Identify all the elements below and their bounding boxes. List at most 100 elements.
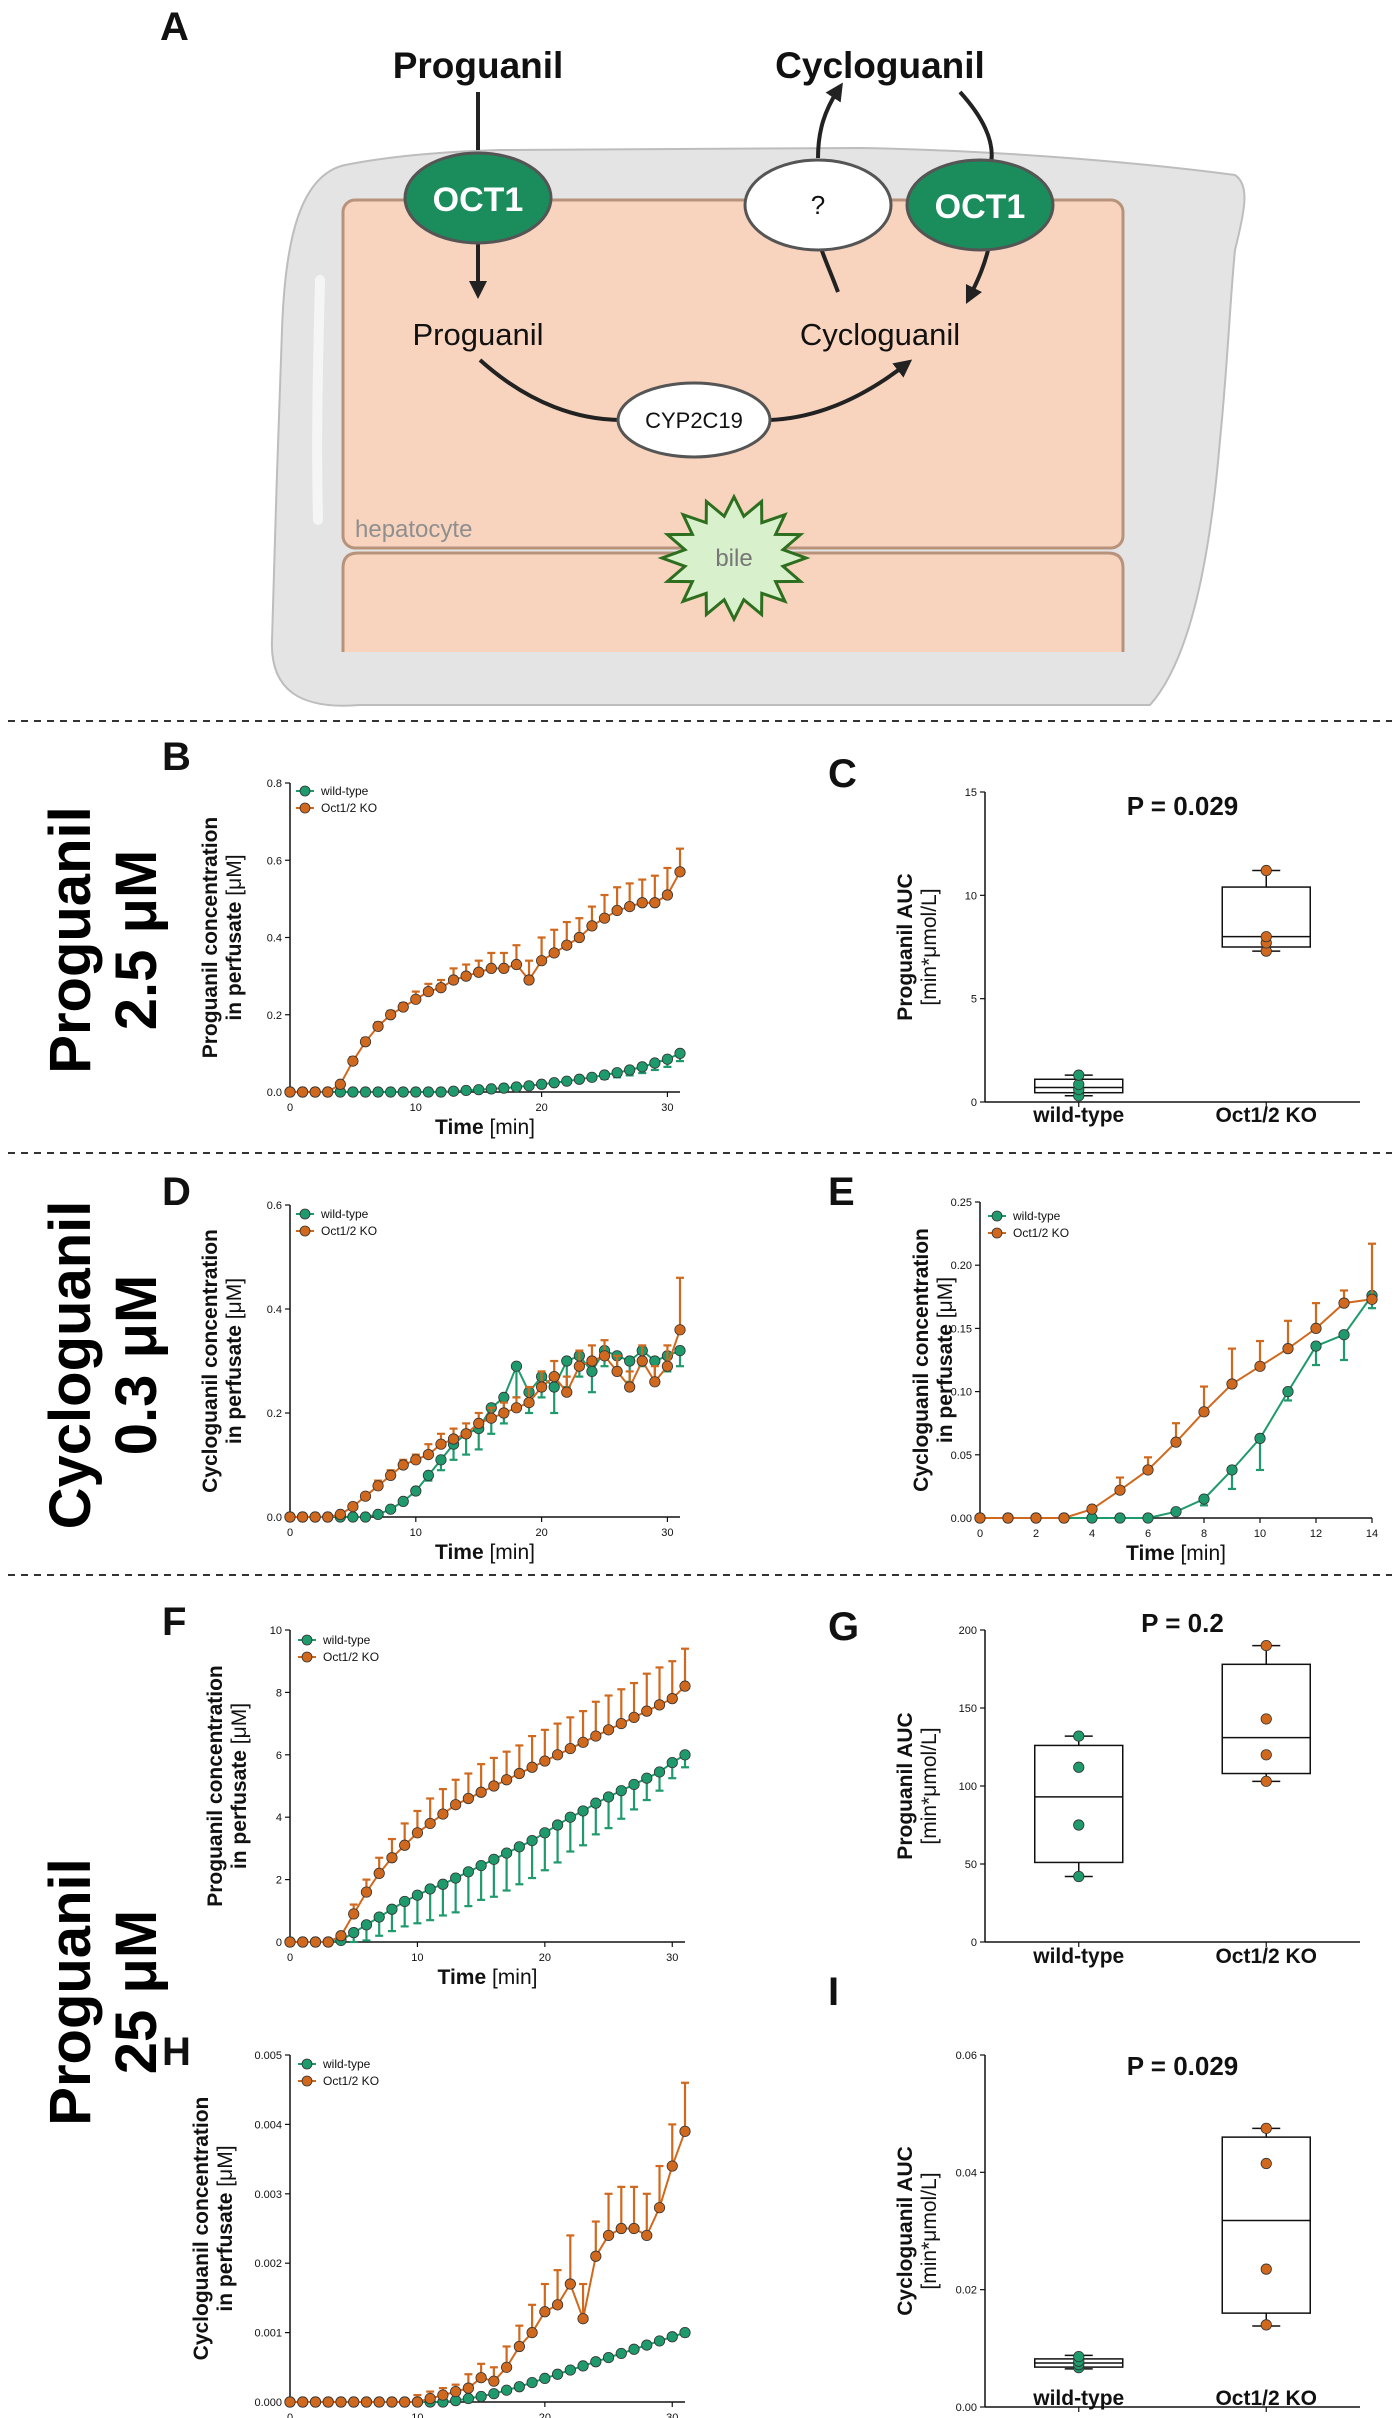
y-axis-label-line1: Proguanil concentration (204, 1665, 227, 1907)
y-axis-label-line1: Cycloguanil AUC (894, 2146, 917, 2316)
x-axis-label-name: Time (435, 1116, 489, 1139)
data-point (602, 2229, 615, 2242)
y-axis-label-line2: in perfusate (934, 1318, 957, 1443)
data-point (359, 1086, 372, 1098)
x-axis-unit: [min] (1180, 1542, 1226, 1565)
box-point (1260, 1640, 1272, 1652)
legend-label: wild-type (320, 784, 369, 798)
data-point (450, 1799, 462, 1811)
data-point (615, 2347, 627, 2360)
data-point (385, 1009, 397, 1021)
data-point (564, 2364, 576, 2376)
data-point (1030, 1512, 1042, 1524)
legend-marker (301, 1651, 313, 1663)
data-point (661, 889, 674, 901)
y-axis-label: Proguanil AUC[min*μmol/L] (894, 1712, 941, 1859)
oct1-label-left: OCT1 (433, 181, 524, 219)
box-point (1260, 2157, 1272, 2170)
y-axis-label-line1: Proguanil AUC (894, 1712, 917, 1859)
data-point (628, 2343, 640, 2355)
data-point (649, 1376, 661, 1388)
legend-label: wild-type (322, 1633, 371, 1647)
data-point (460, 1428, 472, 1440)
y-axis-label: Cycloguanil concentrationin perfusate [μ… (199, 1229, 246, 1493)
category-label: wild-type (1032, 1945, 1124, 1968)
y-tick-label: 0.0 (267, 1087, 282, 1099)
data-point (284, 2396, 296, 2408)
series-wild-type (284, 1345, 686, 1523)
oct1-transporter-left (403, 151, 553, 245)
y-axis-label-line1: Proguanil AUC (894, 873, 917, 1020)
data-point (284, 1086, 296, 1098)
data-point (297, 2396, 309, 2408)
panel-i: I 0.00 0.02 0.04 0.06 Cycloguanil AUC[min*μmo… (828, 1970, 1360, 2414)
data-point (666, 2331, 678, 2343)
legend: wild-type Oct1/2 KO (298, 2057, 379, 2088)
legend-marker (299, 1208, 311, 1220)
data-point (674, 1047, 686, 1059)
data-point (1226, 1378, 1238, 1390)
data-point (1058, 1512, 1070, 1524)
y-tick-label: 0.0 (267, 1512, 282, 1524)
data-point (611, 1365, 623, 1378)
data-point (473, 1084, 485, 1096)
x-tick-label: 20 (535, 1527, 547, 1539)
p-value-title: P = 0.029 (1127, 791, 1239, 821)
y-tick-label: 0.02 (956, 2285, 977, 2297)
data-point (679, 1680, 691, 1692)
x-tick-label: 10 (411, 1952, 423, 1964)
data-point (410, 993, 422, 1005)
data-point (1002, 1512, 1014, 1524)
data-point (548, 947, 560, 959)
data-point (624, 1381, 636, 1393)
series-oct1-2-ko (974, 1242, 1378, 1524)
legend-label: Oct1/2 KO (1013, 1226, 1069, 1240)
y-tick-label: 0.04 (956, 2167, 977, 2179)
data-point (411, 1827, 424, 1839)
box-wild-type: wild-type (1032, 2350, 1124, 2412)
data-point (488, 1780, 500, 1792)
x-tick-label: 0 (287, 2412, 293, 2418)
data-point (590, 1797, 602, 1809)
data-point (372, 1020, 384, 1032)
data-point (397, 1459, 409, 1471)
data-point (586, 1365, 598, 1378)
y-axis-label: Proguanil concentrationin perfusate [μM] (204, 1665, 251, 1907)
data-point (347, 1511, 359, 1523)
data-point (548, 1077, 560, 1089)
data-point (411, 1889, 424, 1901)
y-tick-label: 8 (276, 1687, 282, 1699)
data-point (628, 1778, 640, 1791)
y-tick-label: 0.002 (254, 2258, 282, 2270)
data-point (322, 1086, 334, 1098)
data-point (501, 1847, 513, 1859)
y-tick-label: 50 (965, 1859, 977, 1871)
data-point (586, 1071, 598, 1083)
data-point (422, 1449, 434, 1461)
data-point (359, 1490, 372, 1502)
data-point (513, 2381, 525, 2393)
y-axis-label-line1: Cycloguanil concentration (190, 2097, 213, 2361)
data-point (347, 1055, 359, 1067)
legend: wild-type Oct1/2 KO (296, 784, 377, 815)
data-point (1282, 1343, 1294, 1355)
data-point (447, 1433, 460, 1445)
data-point (539, 1827, 551, 1839)
data-point (296, 1086, 309, 1098)
y-tick-label: 0.00 (956, 2402, 977, 2414)
data-point (661, 1053, 674, 1065)
data-point (611, 904, 623, 917)
data-point (475, 2390, 487, 2403)
data-point (360, 1919, 373, 1931)
data-point (615, 2222, 627, 2235)
legend: wild-type Oct1/2 KO (296, 1207, 377, 1238)
data-point (460, 1084, 472, 1097)
y-tick-label: 100 (959, 1781, 977, 1793)
x-tick-label: 8 (1201, 1528, 1207, 1540)
data-point (1198, 1406, 1210, 1418)
y-axis-label-line2: [min*μmol/L] (918, 1727, 941, 1844)
data-point (1338, 1297, 1350, 1309)
data-point (548, 1371, 560, 1383)
x-tick-label: 4 (1089, 1528, 1095, 1540)
